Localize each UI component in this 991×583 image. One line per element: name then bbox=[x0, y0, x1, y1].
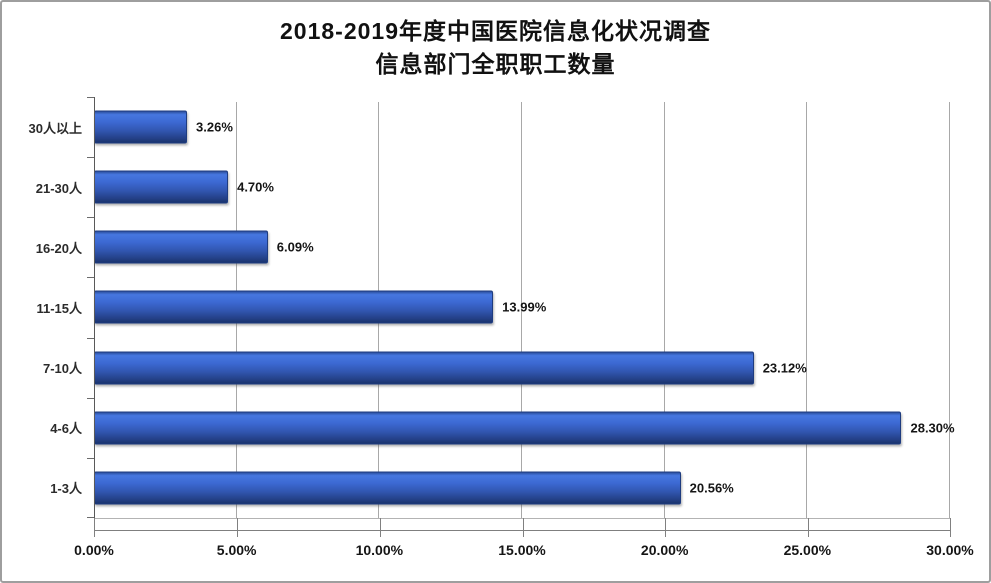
category-label: 7-10人 bbox=[42, 361, 82, 377]
gridline bbox=[949, 102, 950, 518]
value-label: 4.70% bbox=[237, 179, 274, 195]
y-axis-line bbox=[94, 97, 95, 537]
x-tick-label: 25.00% bbox=[783, 542, 832, 558]
x-tick-label: 20.00% bbox=[640, 542, 689, 558]
category-label: 21-30人 bbox=[35, 180, 82, 196]
y-tick-mark bbox=[87, 277, 94, 279]
value-label: 3.26% bbox=[196, 119, 233, 135]
gridline bbox=[521, 102, 522, 518]
x-tick-mark bbox=[522, 518, 524, 537]
y-tick-marks bbox=[87, 97, 94, 518]
category-label: 30人以上 bbox=[28, 120, 82, 136]
x-tick-label: 0.00% bbox=[74, 542, 114, 558]
x-tick-mark bbox=[379, 518, 381, 537]
bar-band: 13.99% bbox=[94, 277, 950, 337]
category-label: 16-20人 bbox=[35, 240, 82, 256]
bar bbox=[94, 170, 229, 204]
y-tick-mark bbox=[87, 517, 94, 518]
y-tick-mark bbox=[87, 337, 94, 339]
gridline bbox=[663, 102, 665, 518]
plot-bottom-border bbox=[94, 518, 950, 519]
bar-row: 30人以上 3.26% bbox=[2, 97, 989, 157]
bar bbox=[94, 110, 188, 144]
bar-row: 11-15人 13.99% bbox=[2, 277, 989, 337]
chart-title-line2: 信息部门全职职工数量 bbox=[375, 51, 616, 77]
y-tick-mark bbox=[87, 157, 94, 159]
value-label: 23.12% bbox=[762, 360, 807, 376]
chart-title: 2018-2019年度中国医院信息化状况调查 信息部门全职职工数量 bbox=[2, 15, 989, 81]
y-tick-mark bbox=[87, 457, 94, 459]
bar bbox=[94, 351, 754, 385]
bar-row: 7-10人 23.12% bbox=[2, 338, 989, 398]
x-axis-labels: 0.00% 5.00% 10.00% 15.00% 20.00% 25.00% 30.00% bbox=[74, 542, 974, 560]
bar bbox=[94, 471, 681, 505]
value-label: 20.56% bbox=[689, 480, 734, 496]
x-tick-label: 15.00% bbox=[498, 542, 546, 558]
bar-row: 1-3人 20.56% bbox=[2, 458, 989, 518]
bar-band: 4.70% bbox=[94, 157, 950, 217]
x-tick-label: 10.00% bbox=[355, 542, 404, 558]
x-tick-mark bbox=[950, 518, 951, 537]
bar-band: 6.09% bbox=[94, 217, 950, 277]
bar-band: 28.30% bbox=[94, 398, 955, 458]
category-label: 11-15人 bbox=[36, 300, 82, 316]
x-tick-marks bbox=[94, 518, 951, 537]
x-tick-mark bbox=[665, 518, 667, 537]
y-tick-mark bbox=[87, 217, 94, 219]
bar-row: 21-30人 4.70% bbox=[2, 157, 989, 217]
value-label: 6.09% bbox=[276, 239, 314, 255]
value-label: 13.99% bbox=[502, 299, 547, 315]
x-tick-mark bbox=[236, 518, 238, 537]
bar bbox=[94, 411, 902, 445]
category-label: 1-3人 bbox=[50, 481, 82, 497]
x-tick-label: 5.00% bbox=[216, 542, 257, 558]
chart-title-line1: 2018-2019年度中国医院信息化状况调查 bbox=[280, 18, 711, 44]
x-tick-label: 30.00% bbox=[926, 542, 974, 558]
bar-band: 23.12% bbox=[94, 338, 950, 398]
bar bbox=[94, 290, 494, 324]
y-tick-mark bbox=[87, 397, 94, 399]
bar-row: 4-6人 28.30% bbox=[2, 398, 989, 458]
gridline bbox=[806, 102, 808, 518]
bar-rows: 30人以上 3.26% 21-30人 4.70% 16-20人 6.09% 11… bbox=[2, 97, 989, 518]
bar bbox=[94, 230, 268, 264]
x-tick-mark bbox=[808, 518, 810, 537]
bar-band: 3.26% bbox=[94, 97, 950, 157]
bar-band: 20.56% bbox=[94, 458, 950, 518]
value-label: 28.30% bbox=[910, 420, 955, 436]
x-tick-mark bbox=[94, 518, 95, 537]
category-label: 4-6人 bbox=[50, 421, 82, 437]
bar-row: 16-20人 6.09% bbox=[2, 217, 989, 277]
y-tick-mark bbox=[87, 97, 94, 98]
